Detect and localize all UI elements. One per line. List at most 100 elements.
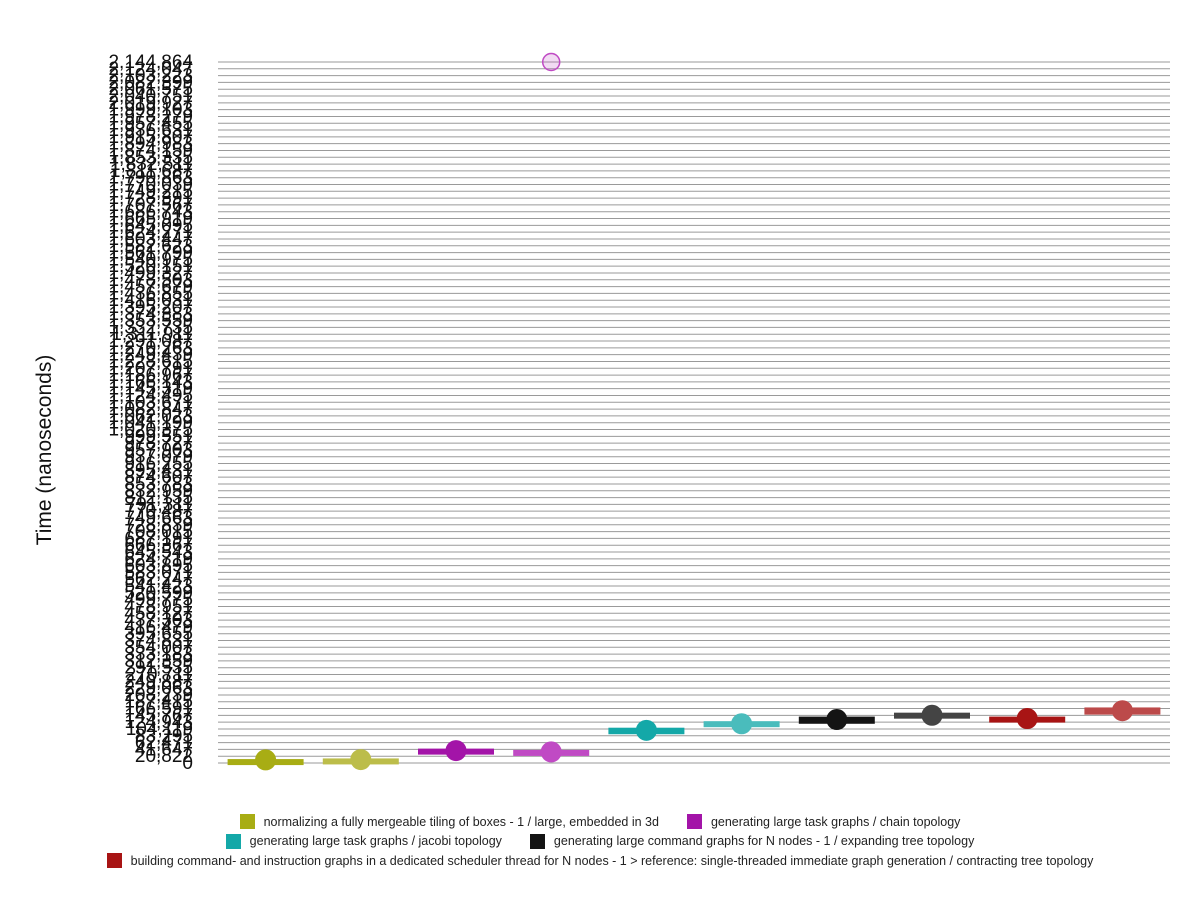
y-tick-label: 603,895 <box>124 556 193 577</box>
y-tick-label: 1,915,807 <box>108 127 193 148</box>
y-tick-label: 645,543 <box>124 542 193 563</box>
legend-row: building command- and instruction graphs… <box>0 851 1200 871</box>
y-tick-label: 478,951 <box>124 596 193 617</box>
median-point <box>731 713 753 735</box>
y-tick-label: 937,079 <box>124 447 193 468</box>
y-tick-label: 270,711 <box>126 665 193 686</box>
legend-swatch <box>686 814 702 830</box>
data-marks <box>227 52 1161 771</box>
y-tick-label: 895,431 <box>124 460 193 481</box>
y-tick-label: 749,663 <box>124 508 193 529</box>
y-tick-label: 354,007 <box>124 637 193 658</box>
y-tick-label: 333,183 <box>124 644 193 665</box>
median-point <box>921 704 943 726</box>
y-tick-label: 1,270,263 <box>108 338 193 359</box>
legend-swatch <box>106 853 122 869</box>
legend-swatch <box>529 833 545 849</box>
y-tick-label: 1,416,031 <box>108 290 193 311</box>
y-tick-label: 874,607 <box>124 467 193 488</box>
y-tick-label: 1,603,447 <box>108 229 193 250</box>
y-tick-label: 312,359 <box>124 651 193 672</box>
legend-label: generating large command graphs for N no… <box>553 834 975 849</box>
y-tick-label: 1,082,847 <box>108 399 193 420</box>
legend-swatch <box>239 814 255 830</box>
y-tick-label: 687,191 <box>124 528 193 549</box>
y-tick-label: 499,775 <box>124 590 193 611</box>
y-tick-label: 1,436,855 <box>108 283 193 304</box>
y-tick-label: 229,063 <box>124 678 193 699</box>
y-tick-label: 1,457,679 <box>108 277 193 298</box>
y-tick-label: 1,020,375 <box>108 420 193 441</box>
legend-swatch <box>225 833 241 849</box>
median-point <box>445 740 467 762</box>
y-tick-label: 395,655 <box>124 624 193 645</box>
y-tick-label: 957,903 <box>124 440 193 461</box>
y-tick-label: 1,728,391 <box>108 188 193 209</box>
series-mark <box>418 740 494 762</box>
y-tick-label: 728,839 <box>124 515 193 536</box>
y-tick-label: 2,124,047 <box>108 59 193 80</box>
y-tick-label: 1,978,279 <box>108 106 193 127</box>
y-tick-label: 249,887 <box>124 671 193 692</box>
series-mark <box>703 713 780 735</box>
y-tick-label: 1,228,615 <box>108 351 193 372</box>
y-tick-label: 0 <box>182 753 193 774</box>
y-tick-label: 1,166,143 <box>108 372 193 393</box>
y-tick-label: 374,831 <box>124 630 193 651</box>
y-tick-label: 1,520,151 <box>108 256 193 277</box>
y-tick-label: 832,959 <box>124 481 193 502</box>
y-tick-label: 1,124,495 <box>108 385 193 406</box>
legend-item: building command- and instruction graphs… <box>106 853 1093 869</box>
median-point <box>1016 708 1038 730</box>
y-tick-label: 416,479 <box>124 617 193 638</box>
y-tick-label: 1,624,271 <box>108 222 193 243</box>
series-mark <box>513 52 590 763</box>
y-tick-label: 1,499,327 <box>108 263 193 284</box>
y-tick-label: 1,186,967 <box>108 365 193 386</box>
legend-item: generating large task graphs / jacobi to… <box>225 833 502 849</box>
y-tick-label: 999,551 <box>124 426 193 447</box>
y-tick-label: 83,295 <box>135 726 193 747</box>
series-mark <box>894 704 970 726</box>
y-tick-label: 1,145,319 <box>108 379 193 400</box>
legend-label: normalizing a fully mergeable tiling of … <box>263 814 659 829</box>
y-tick-label: 791,311 <box>126 494 193 515</box>
legend-item: generating large command graphs for N no… <box>529 833 975 849</box>
y-tick-label: 1,790,863 <box>108 168 193 189</box>
y-tick-label: 1,894,983 <box>108 134 193 155</box>
y-tick-label: 166,591 <box>124 699 193 720</box>
y-tick-label: 62,471 <box>135 733 193 754</box>
y-tick-label: 1,291,087 <box>108 331 193 352</box>
y-tick-label: 1,395,207 <box>108 297 193 318</box>
y-tick-label: 1,062,023 <box>108 406 193 427</box>
y-tick-label: 1,874,159 <box>108 140 193 161</box>
median-point <box>540 741 562 763</box>
y-tick-label: 624,719 <box>124 549 193 570</box>
legend-label: generating large task graphs / chain top… <box>710 814 961 829</box>
legend: normalizing a fully mergeable tiling of … <box>0 812 1200 871</box>
y-tick-label: 2,082,399 <box>108 72 193 93</box>
y-tick-label: 1,936,631 <box>108 120 193 141</box>
y-tick-label: 1,686,743 <box>108 202 193 223</box>
legend-item: generating large task graphs / chain top… <box>686 814 961 830</box>
y-tick-label: 1,249,439 <box>108 345 193 366</box>
y-tick-label: 2,019,927 <box>108 93 193 114</box>
series-mark <box>322 749 399 771</box>
y-tick-label: 437,303 <box>124 610 193 631</box>
y-tick-label: 1,853,335 <box>108 147 193 168</box>
y-tick-label: 1,561,799 <box>108 243 193 264</box>
y-tick-label: 124,943 <box>124 712 193 733</box>
series-mark <box>798 709 875 731</box>
y-tick-label: 916,255 <box>124 454 193 475</box>
legend-label: generating large task graphs / jacobi to… <box>249 834 502 849</box>
y-tick-label: 291,535 <box>124 658 193 679</box>
y-tick-label: 1,645,095 <box>108 215 193 236</box>
y-tick-label: 562,247 <box>124 569 193 590</box>
median-point <box>350 749 372 771</box>
y-tick-label: 1,582,623 <box>108 236 193 257</box>
y-tick-label: 770,487 <box>124 501 193 522</box>
series-mark <box>227 749 304 771</box>
series-mark <box>1084 700 1161 722</box>
y-tick-label: 20,822 <box>135 746 193 767</box>
